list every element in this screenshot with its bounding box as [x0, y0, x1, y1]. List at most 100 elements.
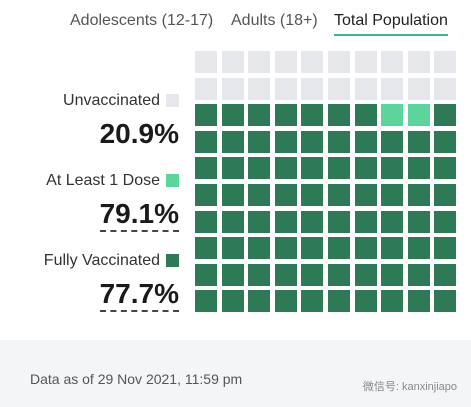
waffle-cell	[195, 263, 217, 286]
waffle-cell	[301, 263, 324, 286]
waffle-cell	[434, 157, 457, 180]
waffle-cell	[195, 104, 217, 127]
waffle-cell	[195, 77, 217, 100]
waffle-cell	[381, 157, 404, 180]
waffle-cell	[354, 237, 377, 260]
waffle-cell	[221, 77, 244, 100]
waffle-cell	[248, 237, 271, 260]
waffle-cell	[434, 130, 457, 153]
waffle-cell	[221, 210, 244, 233]
waffle-cell	[381, 130, 404, 153]
waffle-cell	[248, 210, 271, 233]
waffle-cell	[381, 77, 404, 100]
waffle-cell	[407, 237, 430, 260]
waffle-cell	[301, 104, 324, 127]
waffle-cell	[328, 157, 350, 180]
waffle-cell	[221, 130, 244, 153]
footnote: Data as of 29 Nov 2021, 11:59 pm	[30, 371, 243, 387]
waffle-cell	[354, 104, 377, 127]
waffle-cell	[221, 157, 244, 180]
legend-swatch	[166, 174, 179, 187]
legend-label: At Least 1 Dose	[46, 172, 160, 189]
waffle-cell	[301, 130, 324, 153]
waffle-cell	[407, 263, 430, 286]
waffle-cell	[354, 130, 377, 153]
waffle-cell	[328, 184, 350, 206]
waffle-cell	[195, 210, 217, 233]
waffle-cell	[274, 77, 297, 100]
waffle-cell	[221, 237, 244, 260]
waffle-cell	[195, 157, 217, 180]
waffle-cell	[248, 130, 271, 153]
waffle-cell	[381, 210, 404, 233]
waffle-cell	[354, 210, 377, 233]
waffle-cell	[195, 184, 217, 206]
waffle-cell	[221, 104, 244, 127]
waffle-cell	[434, 290, 457, 313]
waffle-cell	[221, 290, 244, 313]
waffle-cell	[248, 77, 271, 100]
waffle-cell	[274, 263, 297, 286]
waffle-cell	[301, 210, 324, 233]
waffle-cell	[301, 77, 324, 100]
waffle-cell	[248, 263, 271, 286]
waffle-cell	[434, 104, 457, 127]
waffle-cell	[328, 290, 350, 313]
waffle-cell	[328, 104, 350, 127]
waffle-grid	[195, 51, 457, 315]
waffle-cell	[248, 157, 271, 180]
waffle-cell	[354, 157, 377, 180]
waffle-cell	[328, 210, 350, 233]
waffle-cell	[221, 184, 244, 206]
waffle-cell	[274, 237, 297, 260]
waffle-cell	[354, 290, 377, 313]
waffle-cell	[434, 184, 457, 206]
footer	[0, 340, 471, 407]
waffle-cell	[407, 104, 430, 127]
legend-swatch	[166, 94, 179, 107]
tab[interactable]: Adults (18+)	[231, 12, 318, 29]
waffle-cell	[274, 290, 297, 313]
waffle-cell	[381, 104, 404, 127]
waffle-cell	[274, 184, 297, 206]
legend-swatch	[166, 254, 179, 267]
legend-label: Fully Vaccinated	[43, 252, 160, 269]
waffle-cell	[301, 237, 324, 260]
waffle-cell	[195, 290, 217, 313]
waffle-cell	[328, 263, 350, 286]
waffle-cell	[407, 77, 430, 100]
tab-active[interactable]: Total Population	[334, 12, 448, 36]
waffle-cell	[407, 51, 430, 73]
legend-value: 77.7%	[99, 278, 179, 312]
waffle-cell	[221, 263, 244, 286]
waffle-cell	[381, 184, 404, 206]
waffle-cell	[407, 130, 430, 153]
waffle-cell	[407, 290, 430, 313]
waffle-cell	[274, 157, 297, 180]
waffle-cell	[381, 237, 404, 260]
waffle-cell	[354, 51, 377, 73]
waffle-cell	[195, 237, 217, 260]
waffle-cell	[434, 210, 457, 233]
tab[interactable]: Adolescents (12-17)	[70, 12, 214, 29]
waffle-cell	[274, 104, 297, 127]
waffle-cell	[328, 237, 350, 260]
legend-label: Unvaccinated	[63, 92, 160, 109]
waffle-cell	[328, 130, 350, 153]
waffle-cell	[354, 77, 377, 100]
legend-value: 20.9%	[99, 118, 179, 149]
waffle-cell	[407, 157, 430, 180]
waffle-cell	[328, 77, 350, 100]
waffle-cell	[301, 51, 324, 73]
waffle-cell	[221, 51, 244, 73]
waffle-cell	[434, 77, 457, 100]
waffle-cell	[195, 51, 217, 73]
waffle-cell	[407, 210, 430, 233]
waffle-cell	[274, 210, 297, 233]
waffle-cell	[274, 51, 297, 73]
waffle-cell	[301, 184, 324, 206]
waffle-cell	[381, 290, 404, 313]
waffle-cell	[248, 184, 271, 206]
waffle-cell	[248, 104, 271, 127]
